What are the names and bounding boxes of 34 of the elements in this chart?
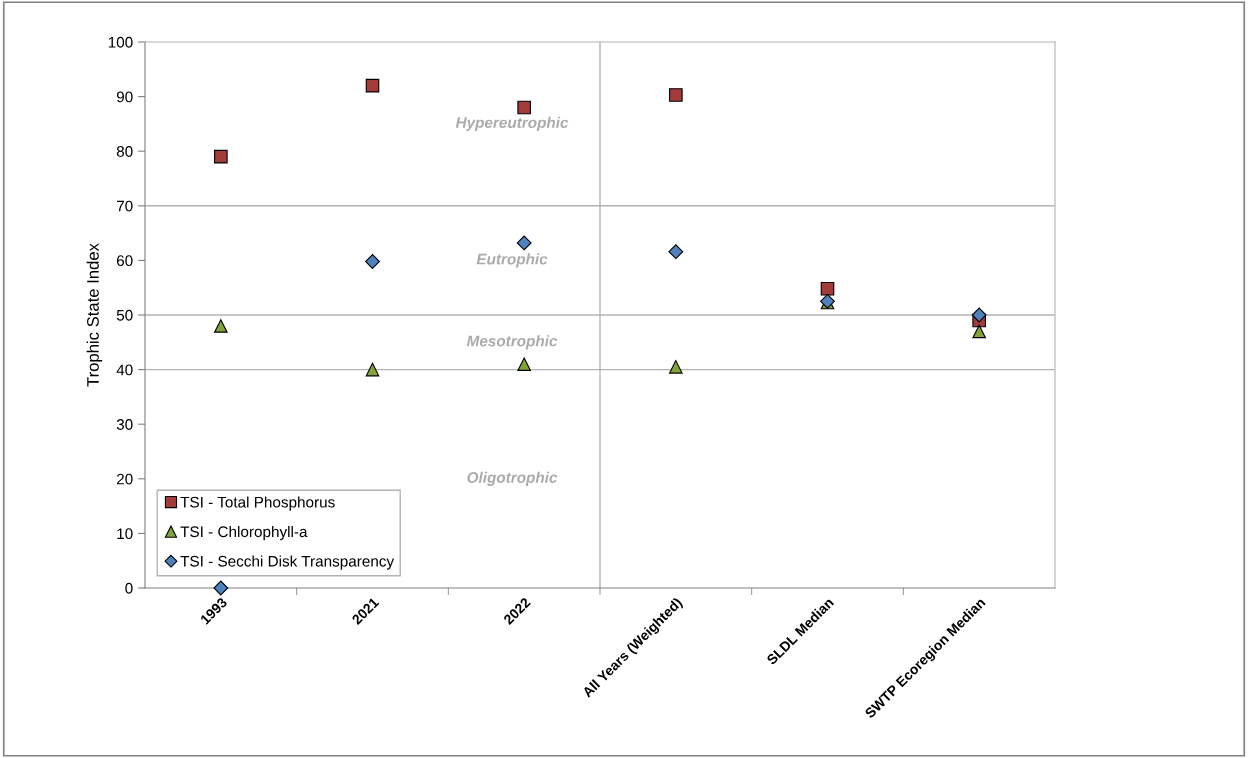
- point: [214, 319, 228, 333]
- y-tick-label: 80: [116, 146, 133, 157]
- legend-label: TSI - Secchi Disk Transparency: [180, 555, 395, 570]
- y-tick-label: 0: [125, 582, 133, 594]
- point: [365, 254, 380, 269]
- annotation: Oligotrophic: [467, 471, 558, 486]
- point: [213, 580, 229, 596]
- y-tick-label: 40: [116, 364, 133, 376]
- point: [669, 360, 683, 374]
- legend-label: TSI - Total Phosphorus: [180, 496, 335, 511]
- legend-label: TSI - Chlorophyll-a: [180, 525, 308, 541]
- annotation: Hypereutrophic: [455, 116, 569, 132]
- point: [517, 100, 531, 115]
- y-tick-label: 20: [116, 473, 133, 485]
- point: [820, 281, 835, 296]
- y-tick-label: 100: [108, 36, 133, 48]
- point: [971, 307, 987, 323]
- annotation: Mesotrophic: [466, 335, 558, 350]
- point: [972, 324, 986, 339]
- point: [365, 78, 380, 93]
- point: [668, 244, 684, 260]
- y-tick-label: 50: [116, 309, 133, 321]
- annotation: Eutrophic: [476, 253, 548, 268]
- y-tick-label: 60: [116, 255, 133, 267]
- y-tick-label: 10: [117, 528, 133, 540]
- point: [214, 149, 228, 164]
- y-tick-label: 30: [116, 419, 133, 430]
- point: [669, 88, 683, 102]
- point: [516, 235, 532, 251]
- y-axis-title: Trophic State Index: [86, 243, 103, 387]
- point: [517, 357, 531, 371]
- point: [365, 362, 380, 377]
- y-tick-label: 70: [116, 200, 133, 212]
- y-tick-label: 90: [116, 91, 133, 103]
